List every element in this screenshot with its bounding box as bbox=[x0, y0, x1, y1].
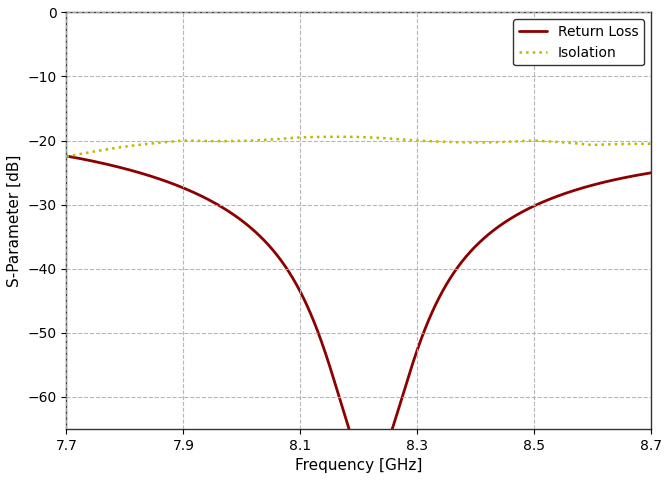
Isolation bbox=[334, 134, 342, 140]
Isolation bbox=[630, 141, 638, 147]
Isolation bbox=[331, 134, 339, 140]
Return Loss bbox=[62, 153, 70, 159]
Isolation bbox=[630, 141, 638, 147]
Line: Isolation: Isolation bbox=[66, 137, 651, 156]
Line: Return Loss: Return Loss bbox=[66, 156, 651, 467]
Return Loss bbox=[92, 159, 100, 165]
Isolation bbox=[92, 148, 100, 154]
Return Loss bbox=[647, 170, 655, 176]
Isolation bbox=[62, 154, 70, 159]
Return Loss bbox=[347, 431, 355, 437]
Return Loss bbox=[630, 173, 638, 179]
Isolation bbox=[647, 141, 655, 146]
Legend: Return Loss, Isolation: Return Loss, Isolation bbox=[514, 19, 644, 65]
Isolation bbox=[347, 134, 355, 140]
Y-axis label: S-Parameter [dB]: S-Parameter [dB] bbox=[7, 155, 22, 287]
Return Loss bbox=[523, 206, 531, 212]
Return Loss bbox=[367, 464, 375, 470]
Isolation bbox=[523, 138, 531, 144]
X-axis label: Frequency [GHz]: Frequency [GHz] bbox=[295, 458, 422, 473]
Return Loss bbox=[630, 173, 638, 179]
Return Loss bbox=[331, 381, 339, 387]
